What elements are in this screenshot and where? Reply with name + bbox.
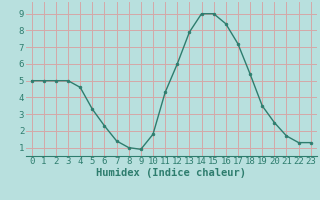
X-axis label: Humidex (Indice chaleur): Humidex (Indice chaleur) (96, 168, 246, 178)
